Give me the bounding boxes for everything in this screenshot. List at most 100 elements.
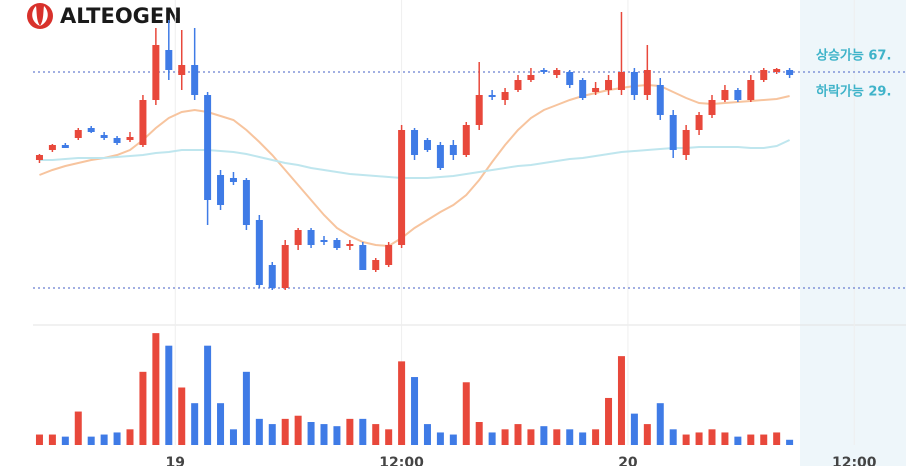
candle-body bbox=[87, 128, 95, 132]
candle-body bbox=[488, 95, 496, 97]
candle-body bbox=[204, 95, 212, 200]
volume-bar bbox=[242, 371, 250, 445]
volume-bar bbox=[734, 436, 742, 445]
candle-body bbox=[74, 130, 82, 138]
logo-icon bbox=[27, 3, 53, 29]
candle-body bbox=[411, 130, 419, 155]
candle-body bbox=[48, 145, 56, 150]
candle-body bbox=[35, 155, 43, 160]
candle-body bbox=[527, 75, 535, 80]
volume-bar bbox=[204, 345, 212, 445]
candle-body bbox=[126, 137, 134, 140]
volume-bar bbox=[747, 434, 755, 445]
volume-bar bbox=[191, 403, 199, 445]
forecast-zone bbox=[800, 0, 906, 466]
candle-body bbox=[191, 65, 199, 95]
candle-body bbox=[385, 245, 393, 265]
candle-body bbox=[423, 140, 431, 150]
candle-body bbox=[294, 230, 302, 245]
candle-body bbox=[734, 90, 742, 100]
candle-body bbox=[100, 135, 108, 138]
volume-bar bbox=[773, 432, 781, 445]
x-tick-label: 12:00 bbox=[379, 455, 424, 466]
candle-body bbox=[359, 245, 367, 270]
candle-body bbox=[268, 265, 276, 288]
candle-body bbox=[695, 115, 703, 130]
volume-bar bbox=[229, 429, 237, 445]
volume-bar bbox=[320, 424, 328, 445]
candle-body bbox=[643, 70, 651, 95]
volume-bar bbox=[617, 356, 625, 445]
volume-bar bbox=[786, 439, 794, 445]
candle-body bbox=[346, 244, 354, 246]
volume-bar bbox=[359, 418, 367, 445]
volume-bar bbox=[656, 403, 664, 445]
volume-bar bbox=[540, 426, 548, 445]
volume-bar bbox=[139, 371, 147, 445]
volume-bar bbox=[449, 434, 457, 445]
volume-bar bbox=[423, 424, 431, 445]
volume-bar bbox=[152, 333, 160, 445]
candle-body bbox=[281, 245, 289, 288]
reference-label: 상승가능 67. bbox=[816, 49, 891, 64]
volume-bar bbox=[527, 429, 535, 445]
candle-body bbox=[501, 92, 509, 100]
volume-bar bbox=[630, 413, 638, 445]
candle-body bbox=[307, 230, 315, 245]
volume-bar bbox=[462, 382, 470, 445]
ma-label: 하락가능 29. bbox=[816, 84, 891, 100]
volume-bar bbox=[605, 397, 613, 445]
candle-body bbox=[514, 80, 522, 90]
volume-bar bbox=[372, 424, 380, 445]
volume-bar bbox=[579, 432, 587, 445]
candle-body bbox=[242, 180, 250, 225]
volume-bar bbox=[385, 429, 393, 445]
candle-body bbox=[617, 72, 625, 90]
logo-shape bbox=[32, 6, 48, 26]
candle-body bbox=[320, 240, 328, 242]
moving-average bbox=[39, 83, 790, 248]
candle-body bbox=[553, 70, 561, 75]
volume-bar bbox=[281, 418, 289, 445]
candle-body bbox=[566, 72, 574, 85]
volume-bar bbox=[398, 361, 406, 445]
volume-bar bbox=[501, 429, 509, 445]
candle-body bbox=[178, 65, 186, 75]
volume-bar bbox=[113, 432, 121, 445]
candle-body bbox=[630, 72, 638, 95]
x-tick-label: 19 bbox=[166, 455, 185, 466]
volume-bar bbox=[411, 377, 419, 445]
moving-average bbox=[39, 139, 791, 179]
candle-body bbox=[449, 145, 457, 155]
candle-body bbox=[255, 220, 263, 285]
volume-bar bbox=[514, 424, 522, 445]
candle-body bbox=[61, 145, 69, 148]
candle-body bbox=[165, 50, 173, 70]
volume-bar bbox=[333, 426, 341, 445]
candle-body bbox=[333, 240, 341, 248]
volume-bar bbox=[669, 429, 677, 445]
volume-bar bbox=[74, 411, 82, 445]
candle-body bbox=[462, 125, 470, 155]
logo: ALTEOGEN bbox=[27, 3, 182, 29]
candle-body bbox=[605, 80, 613, 90]
volume-bar bbox=[682, 434, 690, 445]
candle-body bbox=[656, 85, 664, 115]
candle-body bbox=[152, 45, 160, 100]
volume-bar bbox=[178, 387, 186, 445]
candle-body bbox=[436, 145, 444, 168]
volume-bar bbox=[346, 418, 354, 445]
volume-bar bbox=[566, 429, 574, 445]
volume-bar bbox=[721, 432, 729, 445]
candle-body bbox=[747, 80, 755, 100]
volume-bar bbox=[255, 418, 263, 445]
volume-bar bbox=[643, 424, 651, 445]
volume-bar bbox=[695, 432, 703, 445]
volume-bar bbox=[100, 434, 108, 445]
volume-bar bbox=[475, 422, 483, 445]
x-tick-label: 12:00 bbox=[832, 455, 877, 466]
candle-body bbox=[786, 70, 794, 75]
candle-body bbox=[721, 90, 729, 100]
candle-body bbox=[398, 130, 406, 245]
